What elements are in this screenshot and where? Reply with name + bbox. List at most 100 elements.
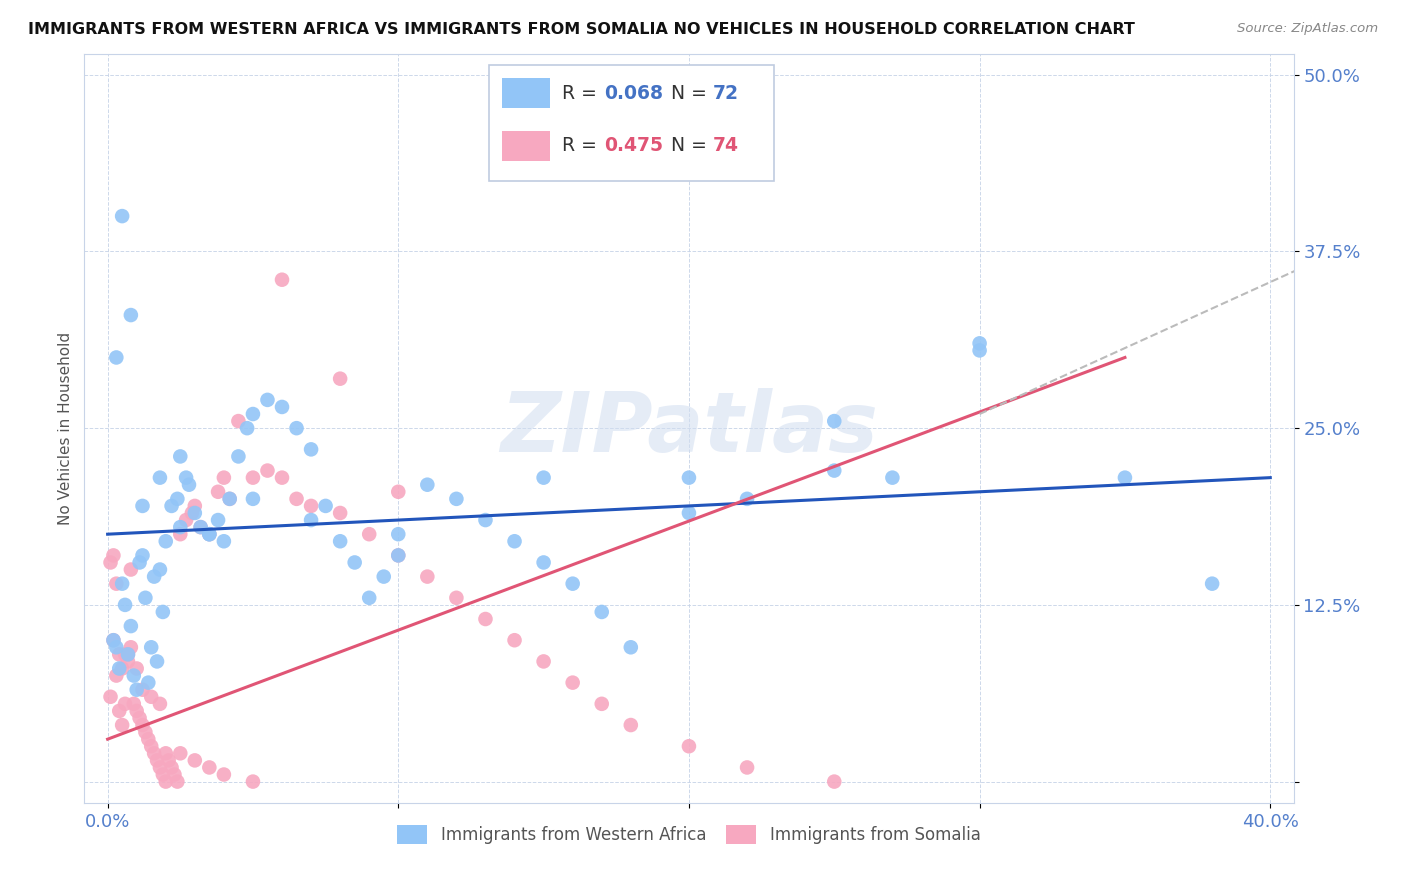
Point: [299, 442, 322, 457]
Point: [125, 704, 148, 718]
Point: [256, 464, 278, 478]
Point: [120, 308, 142, 322]
Point: [120, 619, 142, 633]
Point: [387, 549, 409, 563]
Text: N =: N =: [659, 136, 713, 155]
Point: [242, 491, 264, 506]
Point: [271, 400, 294, 414]
Point: [114, 648, 136, 662]
Point: [149, 760, 172, 774]
Point: [271, 470, 294, 484]
Point: [236, 421, 259, 435]
Point: [823, 414, 845, 428]
Point: [533, 556, 555, 570]
Point: [387, 527, 409, 541]
Point: [474, 612, 496, 626]
Point: [131, 682, 153, 697]
Point: [169, 450, 191, 464]
Point: [218, 491, 240, 506]
Point: [969, 343, 991, 358]
Point: [100, 556, 122, 570]
Point: [103, 633, 125, 648]
Point: [111, 576, 134, 591]
Point: [620, 640, 643, 655]
Point: [155, 774, 177, 789]
Point: [169, 527, 191, 541]
Point: [503, 534, 526, 549]
Point: [122, 697, 145, 711]
Point: [184, 499, 207, 513]
Point: [969, 336, 991, 351]
Point: [1114, 470, 1136, 484]
Point: [446, 491, 468, 506]
Bar: [502, 78, 550, 108]
Point: [359, 591, 381, 605]
Point: [474, 513, 496, 527]
Y-axis label: No Vehicles in Household: No Vehicles in Household: [58, 332, 73, 524]
Point: [117, 648, 139, 662]
FancyBboxPatch shape: [489, 65, 773, 181]
Point: [149, 470, 172, 484]
Point: [212, 534, 235, 549]
Point: [446, 591, 468, 605]
Text: N =: N =: [659, 84, 713, 103]
Point: [169, 520, 191, 534]
Bar: [502, 131, 550, 161]
Text: Source: ZipAtlas.com: Source: ZipAtlas.com: [1237, 22, 1378, 36]
Point: [299, 499, 322, 513]
Point: [190, 520, 212, 534]
Point: [108, 661, 131, 675]
Point: [180, 506, 202, 520]
Point: [155, 747, 177, 761]
Point: [299, 513, 322, 527]
Point: [591, 697, 613, 711]
Point: [166, 491, 188, 506]
Point: [125, 682, 148, 697]
Point: [105, 668, 128, 682]
Point: [678, 506, 700, 520]
Point: [735, 760, 758, 774]
Point: [111, 718, 134, 732]
Point: [111, 661, 134, 675]
Point: [105, 640, 128, 655]
Point: [228, 450, 250, 464]
Point: [149, 697, 172, 711]
Point: [120, 640, 142, 655]
Point: [100, 690, 122, 704]
Point: [212, 767, 235, 781]
Point: [198, 527, 221, 541]
Point: [131, 549, 153, 563]
Point: [533, 470, 555, 484]
Point: [149, 562, 172, 576]
Point: [143, 569, 166, 583]
Point: [128, 556, 150, 570]
Text: ZIPatlas: ZIPatlas: [501, 388, 877, 468]
Point: [111, 209, 134, 223]
Point: [160, 760, 183, 774]
Text: R =: R =: [562, 84, 603, 103]
Point: [242, 774, 264, 789]
Point: [620, 718, 643, 732]
Point: [343, 556, 366, 570]
Point: [160, 499, 183, 513]
Point: [141, 640, 163, 655]
Point: [157, 753, 180, 767]
Point: [134, 725, 156, 739]
Point: [678, 739, 700, 754]
Point: [387, 484, 409, 499]
Point: [184, 753, 207, 767]
Point: [503, 633, 526, 648]
Point: [416, 477, 439, 491]
Point: [141, 739, 163, 754]
Text: 74: 74: [713, 136, 740, 155]
Text: 0.475: 0.475: [605, 136, 664, 155]
Point: [131, 718, 153, 732]
Point: [735, 491, 758, 506]
Point: [190, 520, 212, 534]
Point: [329, 534, 352, 549]
Point: [177, 477, 200, 491]
Point: [1201, 576, 1223, 591]
Point: [152, 767, 174, 781]
Point: [163, 767, 186, 781]
Text: 0.068: 0.068: [605, 84, 664, 103]
